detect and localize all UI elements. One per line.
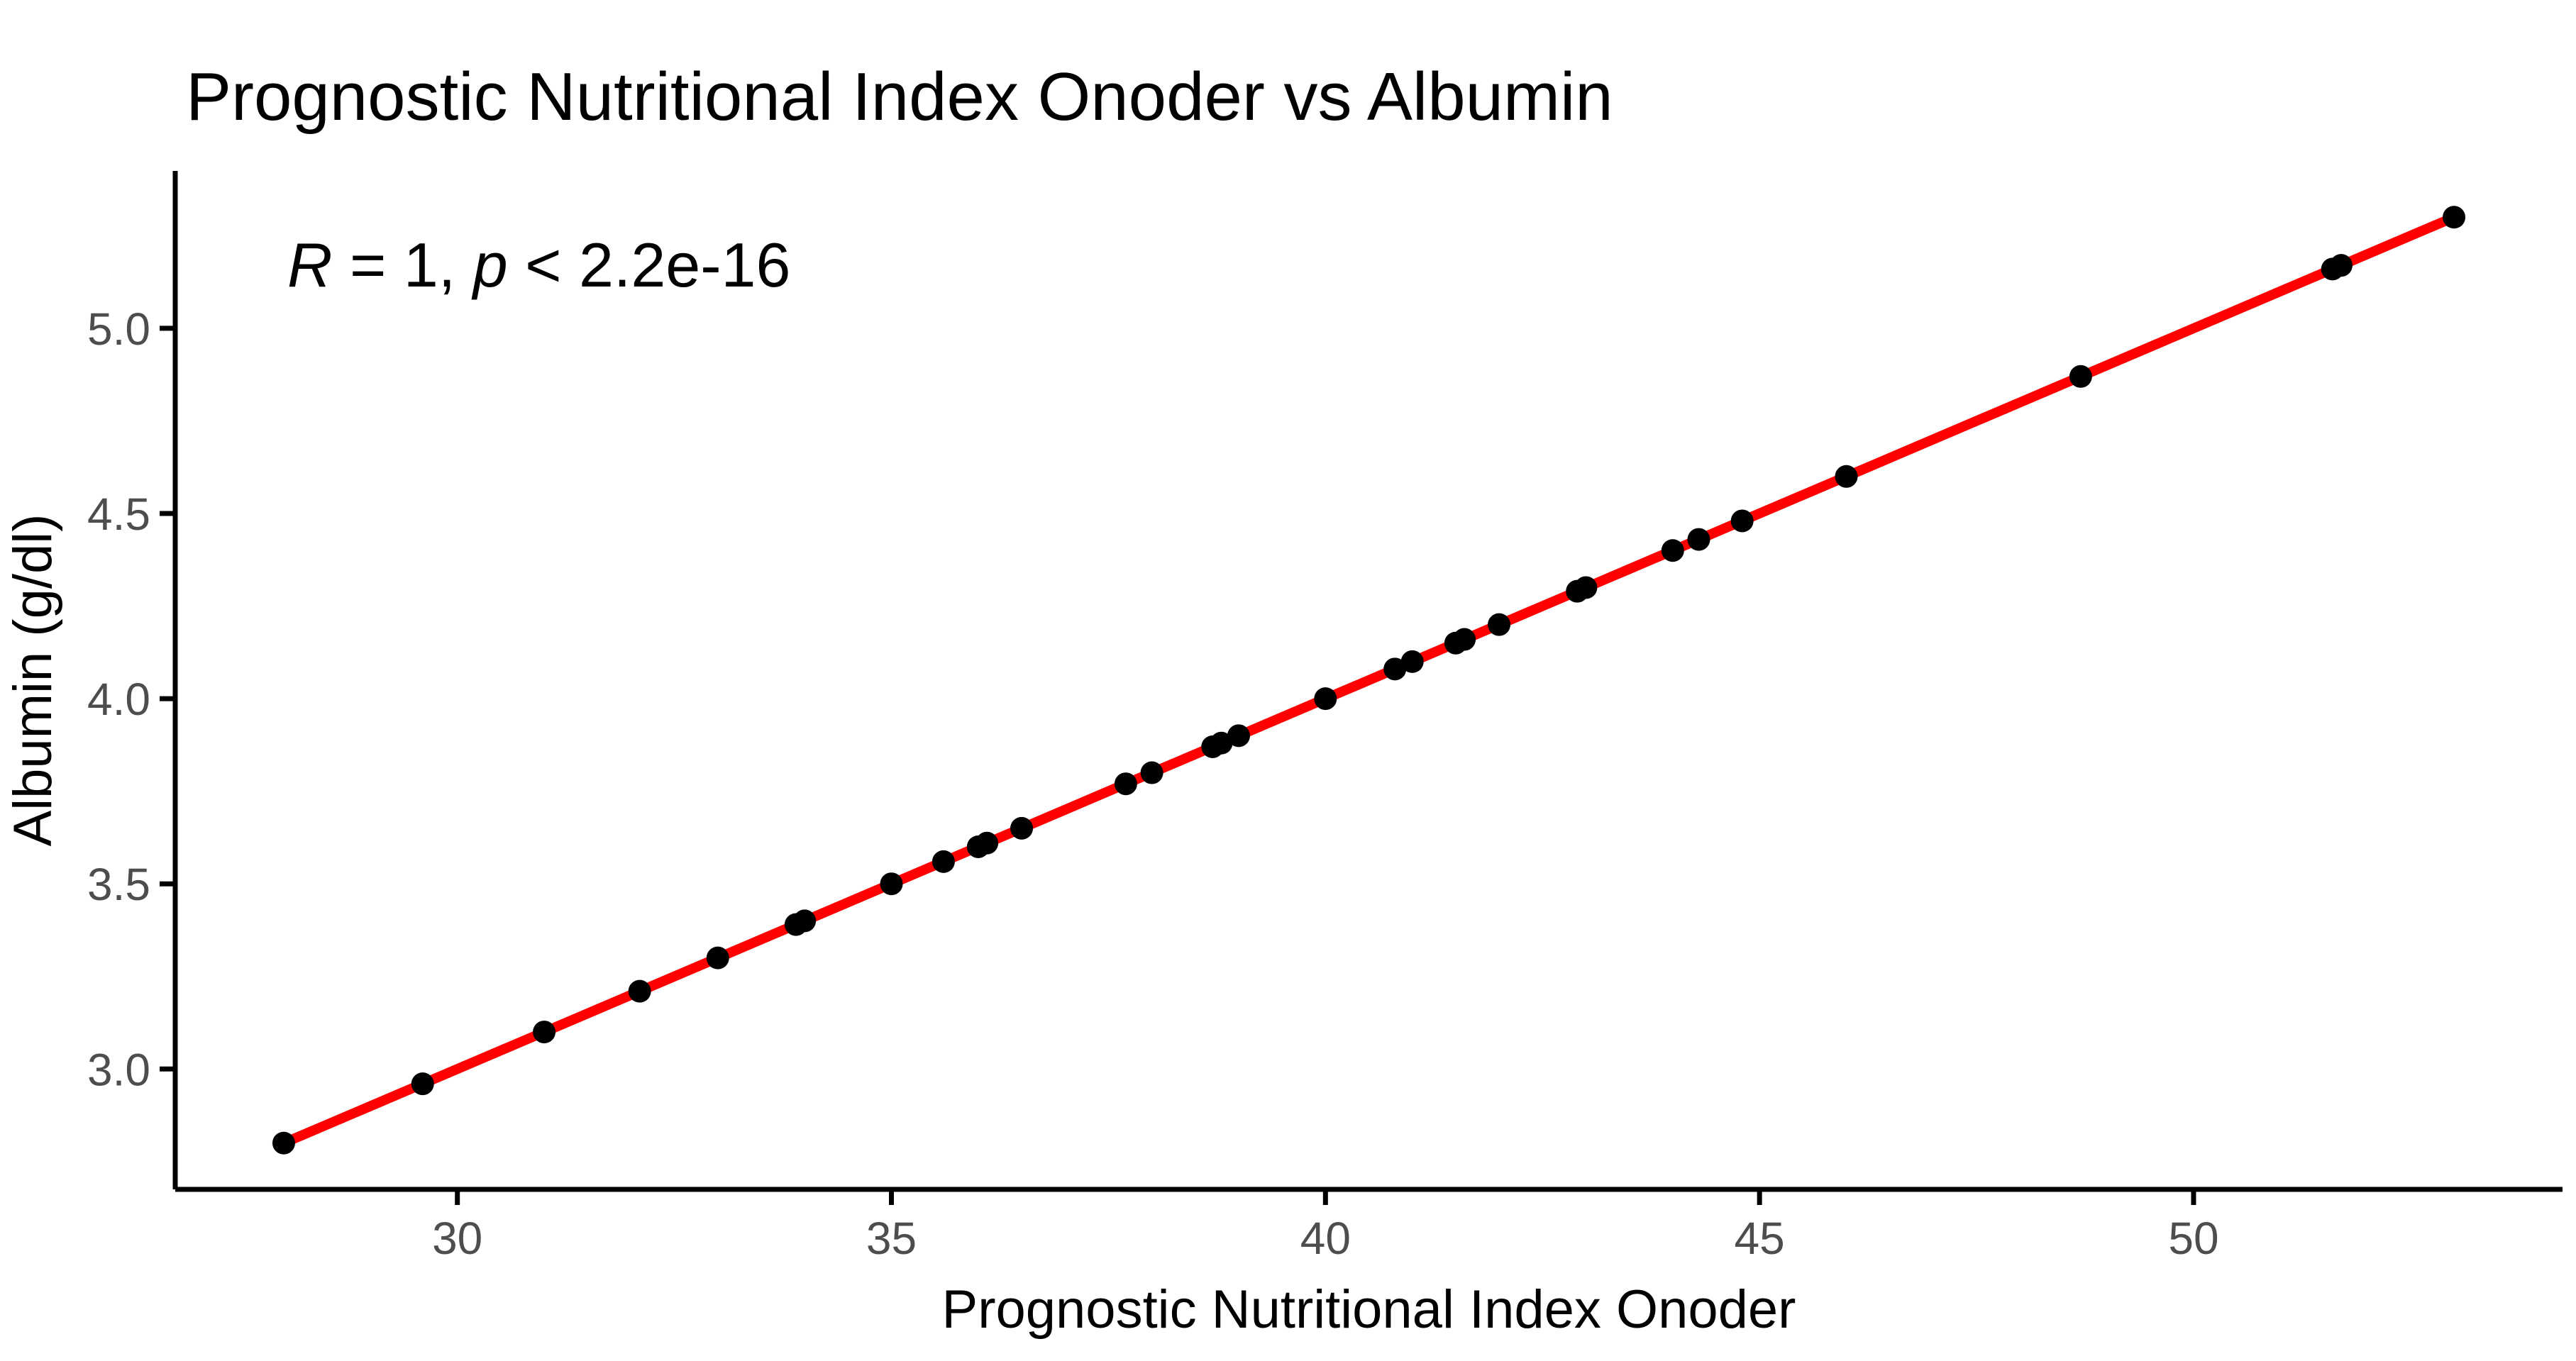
annotation-r-value: = 1,: [332, 230, 473, 300]
data-point: [1227, 724, 1250, 748]
x-axis-title: Prognostic Nutritional Index Onoder: [942, 1279, 1796, 1340]
y-axis-title: Albumin (g/dl): [3, 514, 63, 847]
y-tick-label: 5.0: [87, 304, 150, 355]
annotation-p-symbol: p: [472, 230, 508, 300]
x-tick-label: 35: [866, 1213, 917, 1264]
data-point: [975, 831, 999, 855]
data-point: [2069, 365, 2092, 388]
data-point: [1140, 761, 1163, 784]
data-point: [793, 909, 817, 933]
data-point: [1730, 509, 1754, 533]
data-point: [628, 979, 651, 1003]
x-tick-label: 45: [1735, 1213, 1785, 1264]
x-tick-label: 50: [2168, 1213, 2218, 1264]
data-point: [1400, 650, 1424, 673]
data-point: [2443, 206, 2466, 229]
data-point: [1210, 731, 1233, 755]
data-point: [1114, 772, 1137, 796]
data-point: [2329, 254, 2353, 277]
data-point: [1453, 628, 1476, 651]
data-point: [533, 1021, 556, 1044]
regression-line: [282, 212, 2456, 1148]
data-point: [706, 946, 729, 970]
data-point: [1383, 657, 1407, 681]
data-point: [880, 872, 903, 896]
annotation-p-value: < 2.2e-16: [507, 230, 791, 300]
data-point: [1314, 687, 1337, 711]
y-tick-label: 4.0: [87, 674, 150, 725]
data-point: [1687, 528, 1710, 551]
data-point: [1488, 613, 1511, 636]
data-point: [1574, 576, 1598, 599]
data-point: [272, 1131, 295, 1155]
annotation-r-symbol: R: [287, 230, 333, 300]
data-point: [932, 850, 955, 873]
y-tick-label: 4.5: [87, 489, 150, 540]
chart-title: Prognostic Nutritional Index Onoder vs A…: [186, 59, 1613, 135]
data-point: [411, 1072, 434, 1096]
data-point: [1835, 465, 1858, 488]
x-tick-label: 40: [1300, 1213, 1351, 1264]
data-point: [1661, 539, 1684, 562]
x-tick-label: 30: [432, 1213, 482, 1264]
correlation-annotation: R = 1, p < 2.2e-16: [287, 230, 791, 300]
y-tick-label: 3.5: [87, 859, 150, 910]
data-point: [1010, 816, 1034, 840]
y-tick-label: 3.0: [87, 1044, 150, 1095]
